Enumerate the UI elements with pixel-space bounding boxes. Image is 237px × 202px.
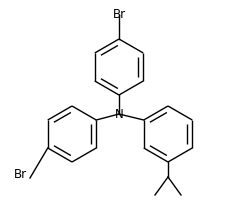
Text: Br: Br [112, 8, 126, 21]
Text: N: N [115, 108, 123, 121]
Text: Br: Br [14, 168, 27, 181]
